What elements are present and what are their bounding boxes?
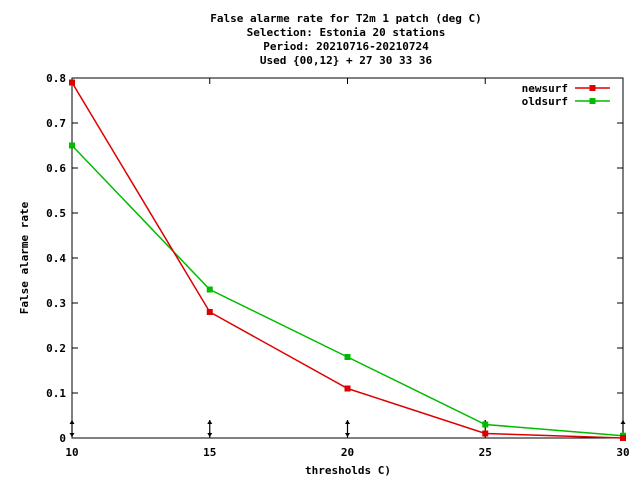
chart-title: False alarme rate for T2m 1 patch (deg C… [210, 12, 482, 67]
data-point-newsurf [206, 309, 213, 315]
plot-frame [71, 77, 624, 439]
legend-marker-newsurf [589, 85, 596, 91]
y-axis: 0 0.1 0.2 0.3 0.4 0.5 0.6 0.7 0.8 [46, 72, 623, 445]
data-point-newsurf [344, 385, 351, 392]
x-axis-label: thresholds C) [305, 464, 391, 477]
y-tick-label: 0.3 [46, 297, 66, 310]
threshold-marker-arrow-up [620, 420, 626, 424]
data-point-oldsurf [206, 286, 213, 293]
data-point-newsurf [620, 435, 626, 441]
legend-label-oldsurf: oldsurf [522, 95, 568, 108]
threshold-marker-arrow-down [69, 433, 75, 437]
y-tick-label: 0.5 [46, 207, 66, 220]
title-line-2: Selection: Estonia 20 stations [247, 26, 446, 39]
threshold-marker-arrow-down [345, 433, 350, 437]
y-tick-label: 0.2 [46, 342, 66, 355]
threshold-marker-arrow-down [207, 433, 213, 437]
legend-marker-oldsurf [589, 98, 596, 104]
data-point-oldsurf [69, 142, 75, 149]
x-tick-label: 15 [203, 446, 216, 459]
series-line-newsurf [71, 82, 624, 439]
x-tick-label: 30 [616, 446, 629, 459]
y-tick-label: 0.8 [46, 72, 66, 85]
threshold-marker-arrow-up [69, 420, 75, 424]
title-line-4: Used {00,12} + 27 30 33 36 [260, 54, 433, 67]
y-tick-label: 0.7 [46, 117, 66, 130]
series-group [69, 79, 626, 441]
y-tick-label: 0.4 [46, 252, 66, 265]
data-point-newsurf [482, 430, 489, 437]
data-point-oldsurf [344, 354, 351, 360]
legend-label-newsurf: newsurf [522, 82, 568, 95]
data-point-newsurf [69, 79, 75, 86]
series-line-oldsurf [71, 144, 624, 437]
y-axis-label: False alarme rate [18, 201, 31, 314]
data-point-oldsurf [482, 421, 489, 428]
y-tick-label: 0.1 [46, 387, 66, 400]
y-tick-label: 0.6 [46, 162, 66, 175]
threshold-marker-arrow-up [345, 420, 350, 424]
x-tick-label: 20 [341, 446, 354, 459]
threshold-marker-arrow-up [207, 420, 213, 424]
title-line-1: False alarme rate for T2m 1 patch (deg C… [210, 12, 482, 25]
y-tick-label: 0 [59, 432, 66, 445]
x-tick-label: 10 [65, 446, 78, 459]
x-axis: 10 15 20 25 30 [65, 78, 630, 459]
x-tick-label: 25 [479, 446, 492, 459]
title-line-3: Period: 20210716-20210724 [263, 40, 429, 53]
